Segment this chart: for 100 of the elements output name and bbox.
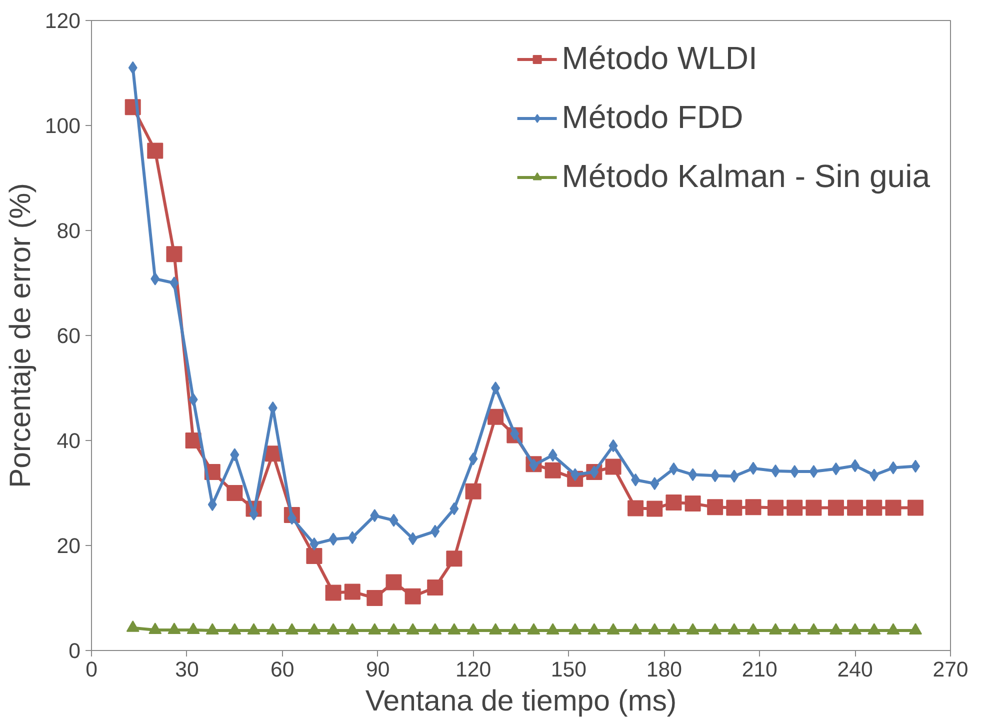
point: [831, 462, 840, 476]
point: [809, 464, 818, 478]
legend-label: Método Kalman - Sin guia: [562, 158, 930, 195]
point: [707, 499, 724, 516]
point: [746, 623, 760, 635]
x-axis-title: Ventana de tiempo (ms): [365, 684, 677, 718]
point: [428, 623, 442, 635]
point: [650, 477, 660, 490]
point: [588, 623, 601, 635]
point: [848, 623, 862, 635]
point: [285, 623, 298, 635]
point: [489, 623, 502, 635]
point: [406, 623, 420, 635]
point: [850, 459, 860, 472]
point: [466, 623, 480, 635]
x-tick-label: 30: [175, 658, 199, 682]
point: [450, 502, 459, 516]
point: [568, 623, 582, 635]
x-tick-label: 120: [455, 658, 492, 682]
point: [448, 623, 461, 635]
point: [230, 448, 240, 462]
point: [310, 537, 319, 550]
point: [206, 623, 219, 635]
point: [769, 623, 782, 635]
point: [908, 500, 924, 516]
x-tick-label: 240: [837, 658, 873, 682]
x-tick-label: 270: [932, 658, 968, 682]
point: [370, 509, 380, 522]
point: [629, 623, 642, 635]
y-tick-label: 100: [44, 114, 81, 138]
point: [404, 588, 421, 604]
point: [344, 584, 360, 600]
x-tick-label: 0: [86, 658, 98, 682]
point: [529, 458, 538, 472]
point: [186, 622, 200, 634]
point: [728, 623, 741, 635]
point: [287, 512, 296, 525]
point: [465, 483, 482, 500]
y-axis-title: Porcentaje de error (%): [4, 183, 37, 488]
point: [909, 623, 922, 635]
point: [446, 550, 462, 567]
point: [387, 623, 400, 635]
point: [488, 408, 504, 425]
y-tick-label: 120: [44, 9, 81, 33]
point: [570, 468, 580, 482]
point: [468, 452, 478, 466]
point: [666, 494, 682, 510]
point: [408, 532, 418, 546]
point: [768, 500, 784, 516]
point: [667, 623, 680, 635]
point: [790, 464, 800, 478]
legend-label: Método WLDI: [562, 40, 758, 77]
point: [807, 623, 820, 635]
point: [608, 439, 618, 452]
point: [686, 623, 700, 635]
point: [829, 623, 842, 635]
point: [684, 496, 701, 512]
point: [348, 531, 357, 544]
legend-label: Método FDD: [562, 99, 744, 136]
point: [870, 468, 879, 482]
point: [885, 500, 902, 516]
point: [726, 500, 742, 516]
y-tick-label: 0: [68, 639, 81, 663]
point: [266, 623, 280, 635]
point: [748, 462, 758, 475]
point: [126, 620, 140, 632]
point: [430, 524, 440, 538]
point: [208, 498, 217, 512]
point: [366, 590, 383, 606]
point: [188, 393, 198, 406]
point: [648, 623, 662, 635]
point: [708, 623, 722, 635]
x-tick-label: 150: [550, 658, 587, 682]
point: [646, 500, 663, 517]
x-tick-label: 210: [742, 658, 778, 682]
point: [605, 458, 622, 475]
point: [546, 623, 560, 635]
point: [168, 622, 181, 634]
point: [427, 580, 444, 596]
point: [491, 382, 500, 394]
point: [868, 623, 881, 635]
point: [527, 623, 540, 635]
point: [326, 623, 340, 635]
y-tick-label: 40: [56, 429, 81, 453]
x-tick-label: 180: [646, 658, 682, 682]
point: [226, 485, 243, 501]
point: [510, 427, 520, 440]
point: [328, 532, 338, 546]
point: [911, 460, 920, 473]
point: [788, 623, 802, 635]
point: [888, 461, 898, 474]
point: [247, 623, 260, 635]
point: [628, 500, 644, 516]
point: [308, 623, 321, 635]
point: [228, 623, 242, 635]
point: [771, 464, 780, 478]
point: [688, 468, 698, 482]
point: [606, 623, 620, 635]
y-tick-label: 60: [56, 324, 81, 348]
point: [886, 623, 900, 635]
